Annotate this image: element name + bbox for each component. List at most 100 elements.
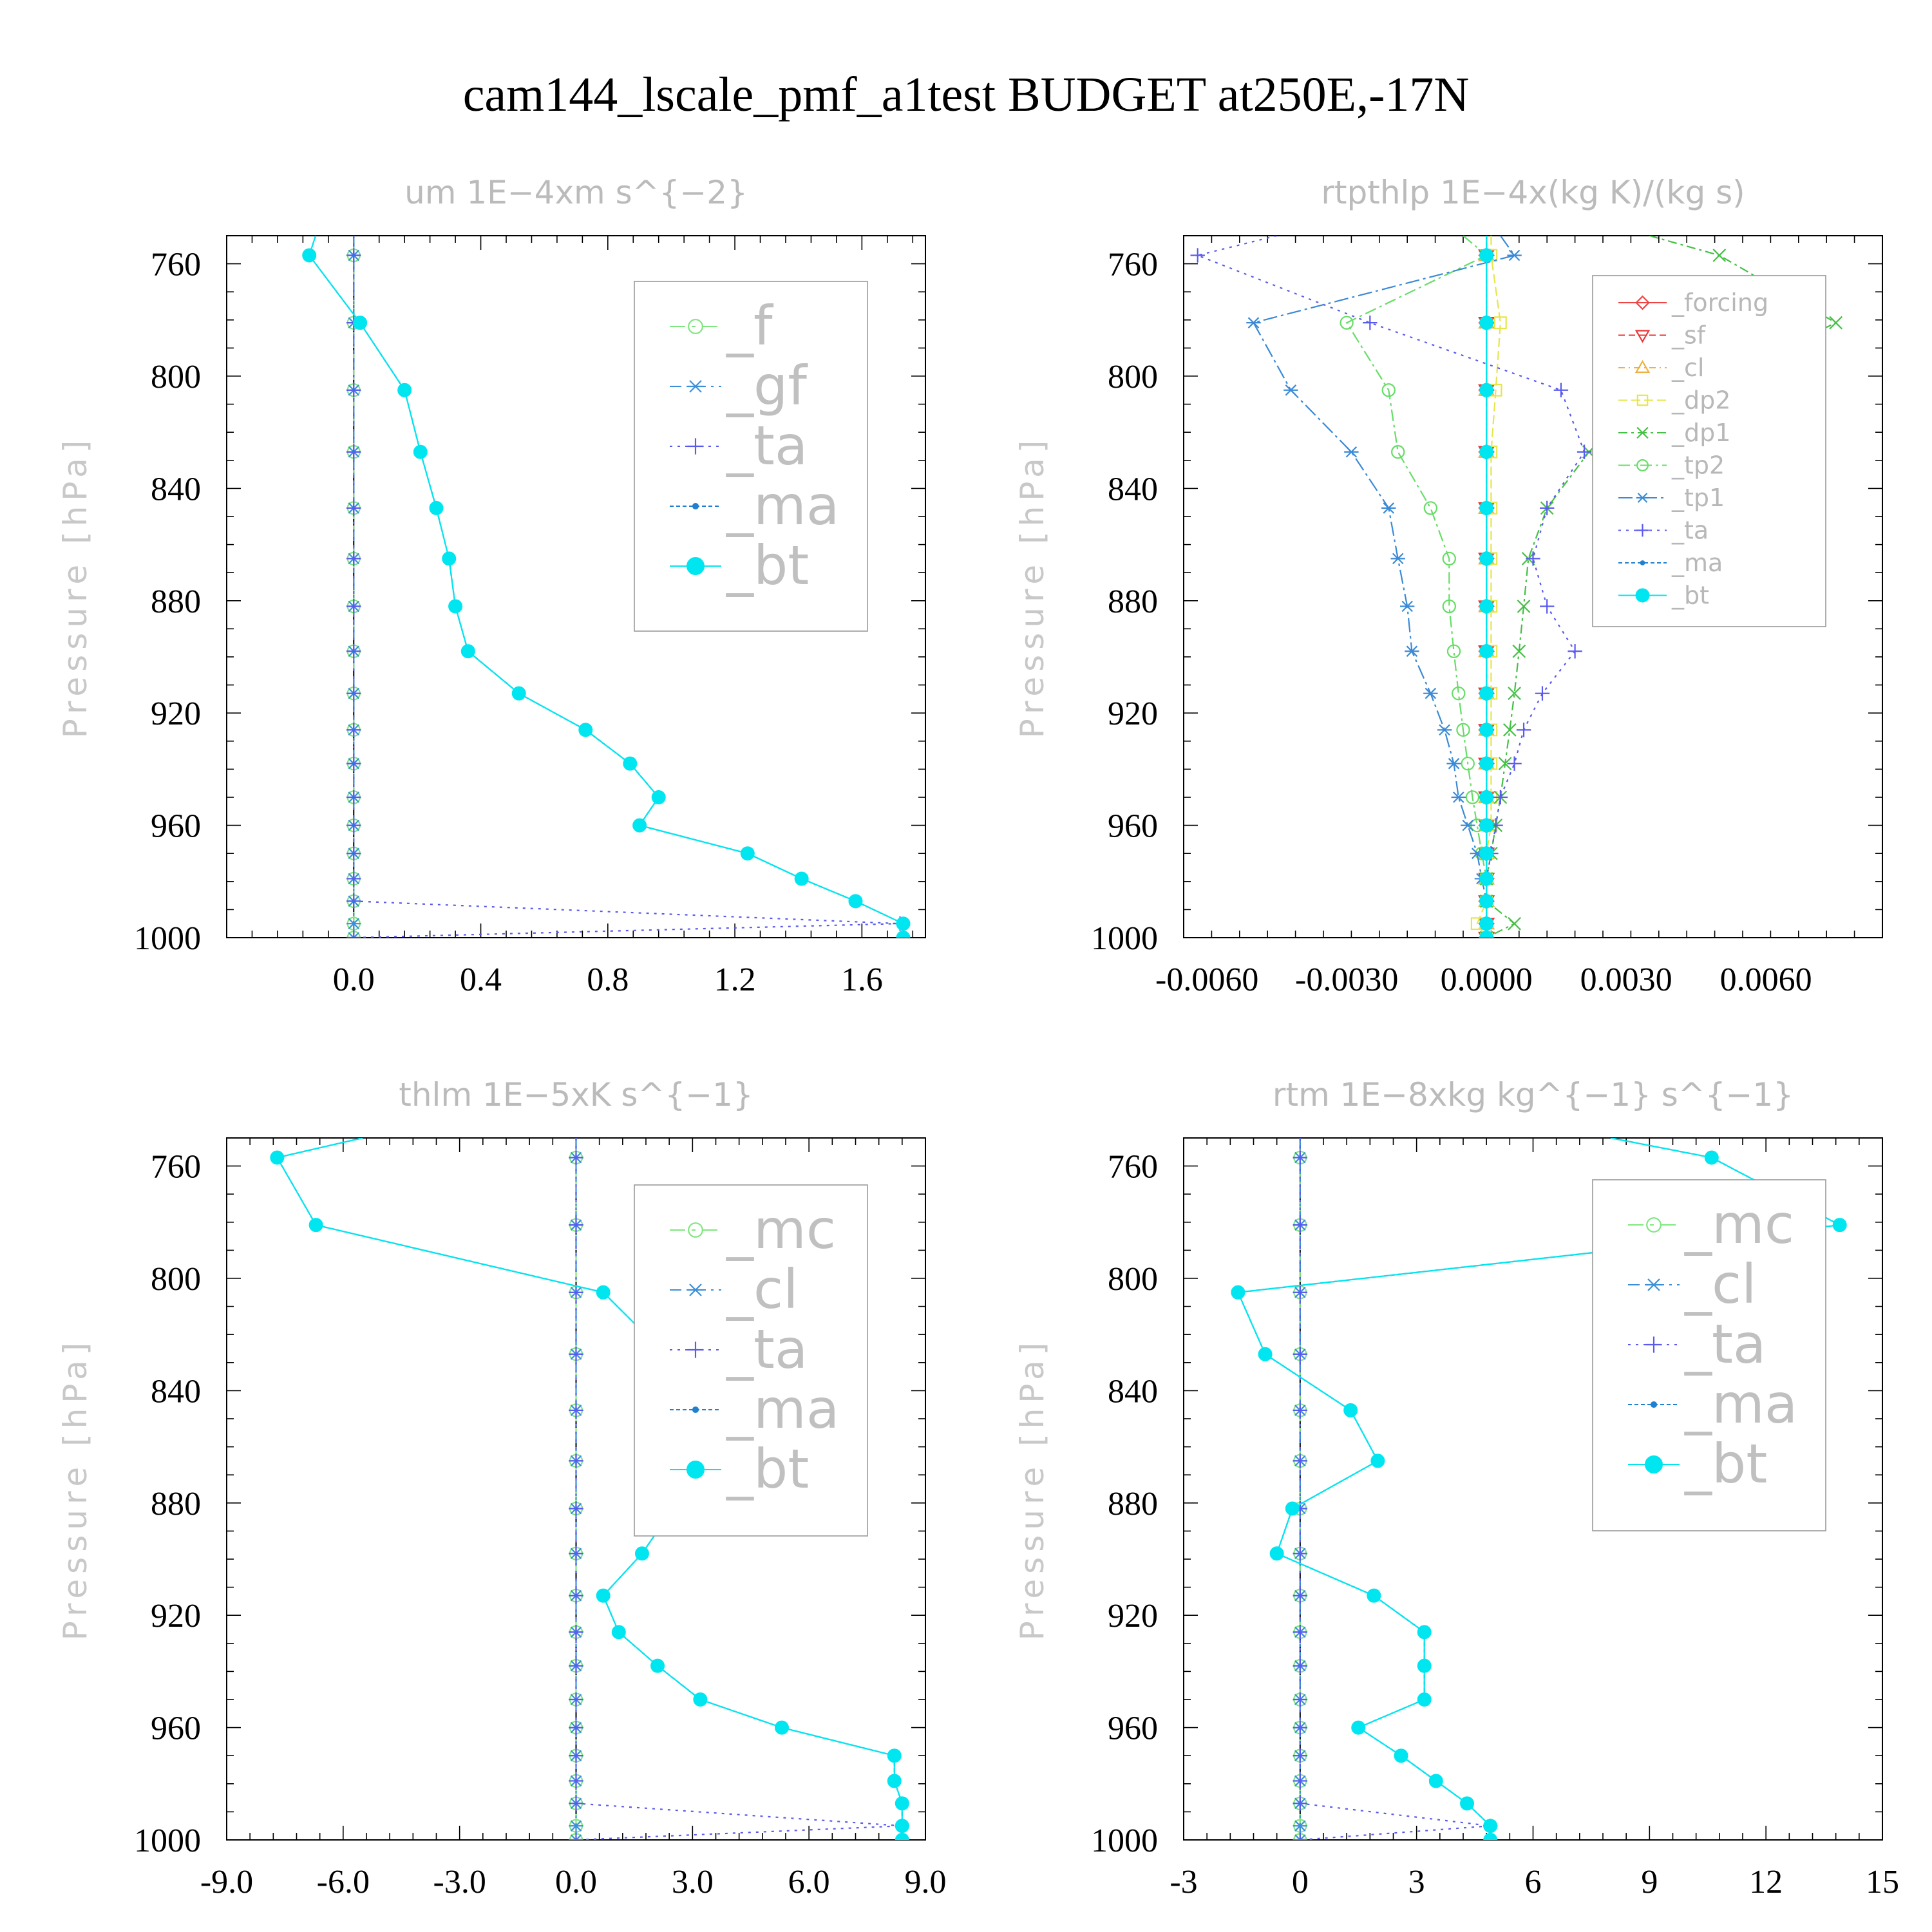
panel-4: -3 0 3 6 9 12 15 760 800 840 880 920 960 1000 rtm 1E−8… (1014, 1076, 1899, 1900)
x-tick-label: -3.0 (433, 1864, 486, 1900)
marker-circle (1391, 445, 1405, 459)
marker-x-b (1712, 249, 1727, 262)
marker-star-b (1647, 1278, 1660, 1291)
series-group (1231, 1138, 1847, 1840)
marker-filled-circle (1394, 1748, 1408, 1763)
legend: _mc_cl_ta_ma_bt (1592, 1179, 1826, 1531)
marker-circle (1442, 599, 1456, 614)
marker-filled-circle (397, 383, 412, 397)
marker-filled-circle (1417, 1658, 1432, 1673)
marker-filled-circle (1645, 1455, 1663, 1473)
panel-title: rtpthlp 1E−4x(kg K)/(kg s) (1321, 174, 1745, 211)
marker-filled-circle (578, 723, 593, 737)
marker-filled-circle (1417, 1625, 1432, 1640)
x-tick-label: 0.0 (333, 961, 375, 998)
marker-circle (1446, 644, 1461, 658)
y-tick-label: 880 (1108, 1486, 1158, 1522)
marker-filled-circle (1479, 756, 1494, 771)
marker-star-b (689, 1283, 702, 1296)
marker-filled-circle (1479, 444, 1494, 459)
marker-filled-circle (1832, 1218, 1847, 1233)
marker-filled-circle (848, 894, 863, 909)
marker-circle (1456, 723, 1470, 737)
marker-star-b (1392, 553, 1404, 565)
x-tick-label: -9.0 (200, 1864, 253, 1900)
marker-filled-circle (1258, 1347, 1273, 1361)
marker-filled-circle (896, 916, 911, 931)
marker-filled-circle (887, 1748, 902, 1763)
legend-label: _sf (1671, 321, 1707, 350)
marker-filled-circle (740, 846, 755, 861)
marker-filled-circle (353, 316, 368, 330)
y-tick-label: 760 (151, 1149, 201, 1186)
marker-filled-circle (634, 1546, 649, 1561)
marker-filled-circle (1269, 1546, 1284, 1561)
marker-x-b (1502, 723, 1517, 737)
legend-label: _dp1 (1671, 419, 1730, 447)
marker-triangle-down (1634, 330, 1651, 343)
y-tick-label: 800 (1108, 1261, 1158, 1298)
marker-star-b (689, 380, 702, 393)
plot-frame (226, 235, 926, 938)
marker-star-b (1439, 724, 1450, 736)
legend: _mc_cl_ta_ma_bt (634, 1184, 868, 1537)
marker-filled-circle (511, 686, 526, 701)
panel-title: thlm 1E−5xK s^{−1} (399, 1076, 753, 1113)
marker-circle (1423, 501, 1438, 515)
marker-star-b (570, 1820, 582, 1832)
legend-label: _cl (1671, 354, 1704, 382)
marker-filled-circle (774, 1720, 789, 1735)
marker-filled-circle (632, 818, 647, 833)
marker-star-b (1508, 249, 1520, 261)
legend-label: _ma (1671, 549, 1723, 577)
y-tick-label: 840 (151, 471, 201, 507)
marker-star-b (1401, 600, 1413, 612)
marker-x-b (1512, 644, 1526, 658)
marker-filled-circle (1704, 1150, 1719, 1165)
marker-filled-circle (429, 500, 444, 515)
marker-filled-circle (1483, 1819, 1498, 1833)
x-tick-label: 0.0030 (1580, 961, 1672, 998)
marker-filled-circle (895, 1796, 909, 1811)
marker-triangle-up (1634, 360, 1651, 374)
marker-filled-circle (302, 248, 317, 263)
legend-label: _dp2 (1671, 386, 1730, 415)
y-tick-label: 760 (151, 247, 201, 283)
y-tick-label: 1000 (134, 920, 201, 957)
y-axis-label: Pressure [hPa] (1014, 435, 1051, 739)
marker-circle (1461, 756, 1475, 771)
marker-filled-circle (651, 790, 666, 804)
marker-star-b (1448, 757, 1460, 770)
marker-filled-circle (1285, 1501, 1300, 1516)
marker-circle (1465, 790, 1480, 804)
marker-star-b (1637, 493, 1648, 503)
y-tick-label: 960 (1108, 1710, 1158, 1747)
marker-filled-circle (687, 557, 705, 575)
series-group (270, 1138, 910, 1840)
marker-square (1636, 394, 1649, 406)
y-tick-label: 960 (1108, 808, 1158, 845)
x-tick-label: 1.2 (714, 961, 756, 998)
legend-box (634, 1184, 868, 1537)
y-tick-label: 760 (1108, 1149, 1158, 1186)
marker-star-b (1462, 819, 1474, 831)
marker-circle (1452, 686, 1466, 701)
marker-filled-circle (1479, 500, 1494, 515)
legend-label: _cl (1684, 1253, 1757, 1316)
marker-diamond (1635, 295, 1650, 310)
marker-filled-circle (611, 1625, 626, 1640)
marker-star-b (348, 918, 360, 929)
legend: _forcing _sf _cl _dp2 _dp1 _tp2 _tp1 _ta _ma _bt (1592, 275, 1826, 627)
marker-circle (1340, 316, 1354, 330)
marker-filled-circle (413, 444, 428, 459)
marker-x-b (1636, 426, 1649, 439)
marker-filled-circle (1479, 316, 1494, 330)
panel-title: rtm 1E−8xkg kg^{−1} s^{−1} (1273, 1076, 1794, 1113)
x-tick-label: 0 (1292, 1864, 1309, 1900)
marker-filled-circle (1370, 1454, 1385, 1468)
marker-circle (1636, 459, 1649, 471)
marker-dot (1640, 560, 1645, 565)
x-tick-label: -3 (1170, 1864, 1197, 1900)
x-tick-label: -0.0030 (1295, 961, 1398, 998)
marker-filled-circle (1479, 248, 1494, 263)
